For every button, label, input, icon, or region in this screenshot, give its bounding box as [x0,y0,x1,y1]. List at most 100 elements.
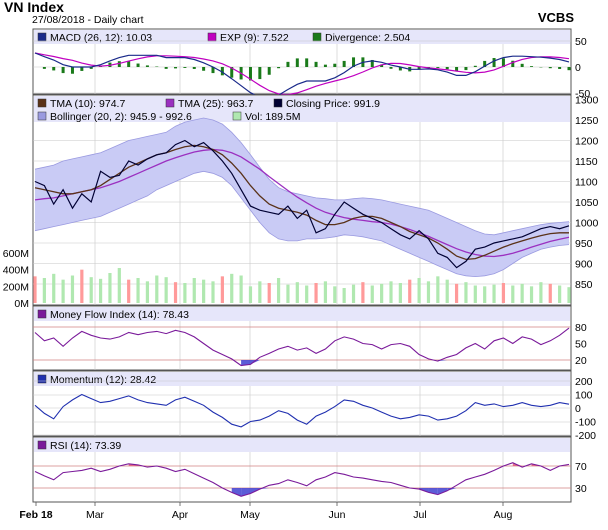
rsi-oversold-fill [437,488,448,495]
volume-bar [136,278,140,303]
volume-bar [230,273,234,303]
volume-bar [127,279,131,303]
volume-bar [248,286,253,303]
macd-legend-swatch [312,32,322,42]
momentum-legend-label: Momentum (12): 28.42 [50,374,156,386]
bollinger-upper-line [34,117,570,236]
momentum-tick-label: 100 [575,390,593,402]
volume-bar [454,283,459,303]
volume-bar [398,283,402,303]
price-tick-label: 1000 [575,218,599,230]
volume-bar [333,286,337,303]
volume-bar [61,279,65,303]
volume-bar [173,282,178,303]
volume-bar [342,288,346,303]
price-legend-swatch [273,98,283,108]
volume-bar [567,287,571,303]
volume-bar [351,284,356,303]
volume-bar [33,276,37,303]
volume-bar [52,273,56,303]
price-legend-label: Bollinger (20, 2): 945.9 - 992.6 [50,111,192,123]
price-tick-label: 1250 [575,115,599,127]
price-tick-label: 1200 [575,136,599,148]
volume-bar [445,279,449,303]
volume-bar [492,284,496,303]
price-tick-label: 850 [575,279,593,291]
x-tick-label: Feb 18 [19,509,52,521]
momentum-legend-band [34,372,570,386]
volume-tick-label: 0M [14,298,29,310]
mfi-tick-label: 20 [575,355,587,367]
mfi-legend-swatch [37,309,47,319]
macd-tick-label: 50 [575,36,587,48]
volume-bar [42,278,46,303]
macd-legend-band [34,30,570,44]
x-tick-label: Jun [329,509,346,521]
x-tick-label: Aug [494,509,513,521]
volume-bar [164,277,168,303]
volume-bar [558,285,562,303]
volume-bar [529,286,534,303]
rsi-oversold-fill [428,488,438,495]
volume-bar [501,283,506,303]
price-legend-swatch [232,111,242,121]
momentum-tick-label: 200 [575,376,593,388]
volume-bar [520,283,524,303]
mfi-legend-band [34,307,570,321]
mfi-tick-label: 80 [575,322,587,334]
volume-bar [286,284,290,303]
chart-source: VCBS [537,10,574,25]
momentum-tick-label: 0 [575,403,581,415]
volume-bar [155,275,159,303]
price-legend-swatch [37,98,47,108]
price-legend-swatch [165,98,175,108]
volume-bar [267,283,271,303]
price-tick-label: 1100 [575,177,598,189]
macd-legend-label: Divergence: 2.504 [325,32,410,44]
volume-bar [323,281,328,303]
macd-legend-label: EXP (9): 7.522 [220,32,289,44]
volume-bar [183,283,187,303]
macd-legend-swatch [207,32,217,42]
macd-legend-label: MACD (26, 12): 10.03 [50,32,152,44]
volume-bar [305,285,309,303]
macd-line [34,52,570,100]
price-legend-label: Closing Price: 991.9 [286,98,380,110]
volume-bar [258,281,262,303]
x-tick-label: Mar [86,509,105,521]
macd-signal-line [34,52,570,96]
bollinger-band-fill [35,118,569,277]
price-tick-label: 950 [575,238,593,250]
macd-legend-swatch [37,32,47,42]
volume-bar [408,279,412,303]
tma25-line [34,148,570,258]
momentum-line [34,393,570,428]
volume-bar [202,279,206,303]
volume-bar [389,281,393,303]
volume-bar [548,283,552,303]
rsi-legend-band [34,438,570,452]
volume-bar [98,278,103,303]
momentum-tick-label: -100 [575,417,596,429]
bollinger-lower-line [34,170,570,278]
volume-tick-label: 400M [3,265,29,277]
volume-bar [380,283,384,303]
volume-bar [192,278,196,303]
volume-bar [117,268,121,303]
chart-subtitle: 27/08/2018 - Daily chart [32,14,144,26]
volume-bar [70,275,75,303]
volume-bar [89,277,93,303]
rsi-tick-label: 70 [575,461,587,473]
volume-tick-label: 200M [3,281,29,293]
momentum-tick-label: -200 [575,430,596,442]
volume-bar [108,273,112,303]
volume-bar [473,285,477,303]
volume-bar [239,275,243,303]
volume-bar [220,276,224,303]
volume-bar [295,282,299,303]
macd-tick-label: 0 [575,62,581,74]
price-legend-swatch [37,111,47,121]
x-tick-label: May [240,509,261,521]
macd-tick-label: -50 [575,88,590,100]
